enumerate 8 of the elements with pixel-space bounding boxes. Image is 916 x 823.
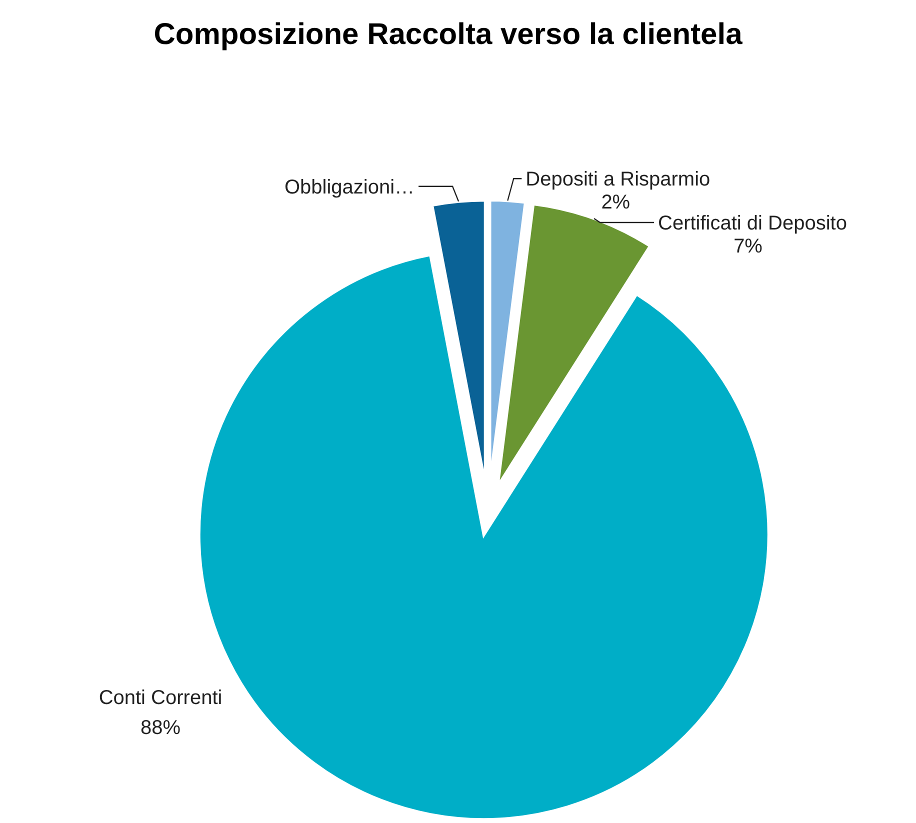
data-label: 88% <box>140 716 181 739</box>
data-label: 2% <box>601 192 630 214</box>
data-label: 7% <box>734 236 763 258</box>
slice-label: Obbligazioni… <box>284 176 415 198</box>
slice-label: Conti Correnti <box>98 686 222 709</box>
chart-title: Composizione Raccolta verso la clientela <box>154 18 743 51</box>
slice-label: Certificati di Deposito <box>658 212 847 235</box>
slice-label: Depositi a Risparmio <box>526 168 710 191</box>
